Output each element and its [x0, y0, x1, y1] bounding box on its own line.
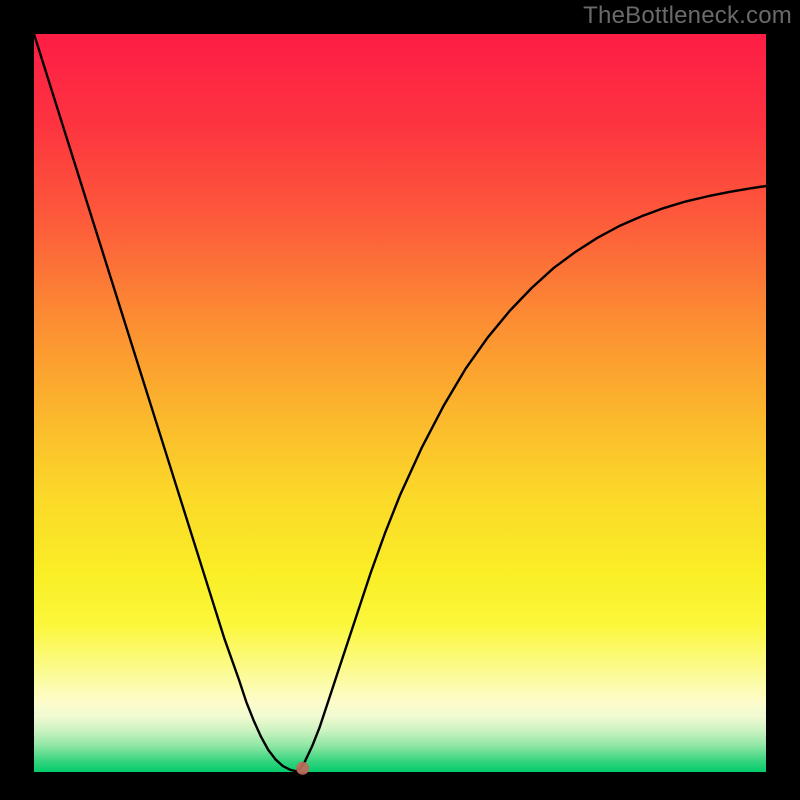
plot-background [34, 34, 766, 772]
figure-container: TheBottleneck.com [0, 0, 800, 800]
bottleneck-chart [0, 0, 800, 800]
optimal-point-marker [296, 762, 309, 775]
watermark-text: TheBottleneck.com [583, 2, 792, 30]
